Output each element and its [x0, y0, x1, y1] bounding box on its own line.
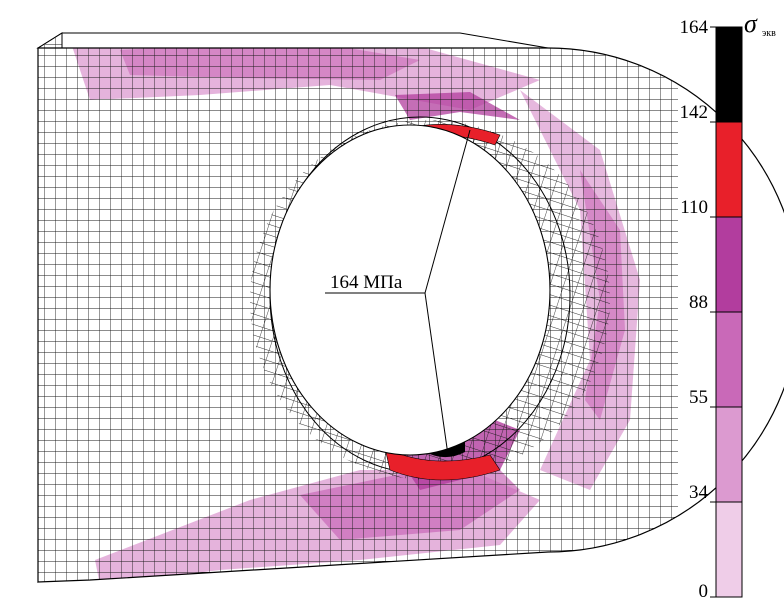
legend-band	[715, 311, 743, 408]
legend-tick-label: 88	[689, 292, 708, 313]
legend-color-bar	[715, 26, 743, 598]
bore-hole	[269, 116, 571, 481]
legend-tick-labels: 164 142 110 88 55 34 0	[680, 17, 716, 602]
max-stress-label: 164 МПа	[330, 272, 403, 293]
leader-line-bottom	[424, 292, 449, 456]
legend-tick-label: 110	[680, 197, 708, 218]
legend-band	[715, 501, 743, 598]
legend-tick-label: 142	[680, 102, 709, 123]
legend-subscript: экв	[762, 28, 776, 39]
max-stress-callout: 164 МПа	[325, 129, 471, 456]
legend-band	[715, 406, 743, 503]
part-outline	[37, 47, 784, 583]
legend-tick-label: 34	[689, 482, 709, 503]
legend-tick-label: 164	[680, 17, 709, 38]
leader-line-top	[424, 129, 471, 294]
legend-band	[715, 26, 743, 123]
legend-band	[715, 216, 743, 313]
legend-symbol: σ	[744, 9, 758, 38]
legend-tick-label: 55	[689, 387, 708, 408]
legend-band	[715, 121, 743, 218]
stress-legend: 164 142 110 88 55 34 0 σ экв	[680, 9, 777, 602]
legend-tick-label: 0	[699, 581, 709, 602]
